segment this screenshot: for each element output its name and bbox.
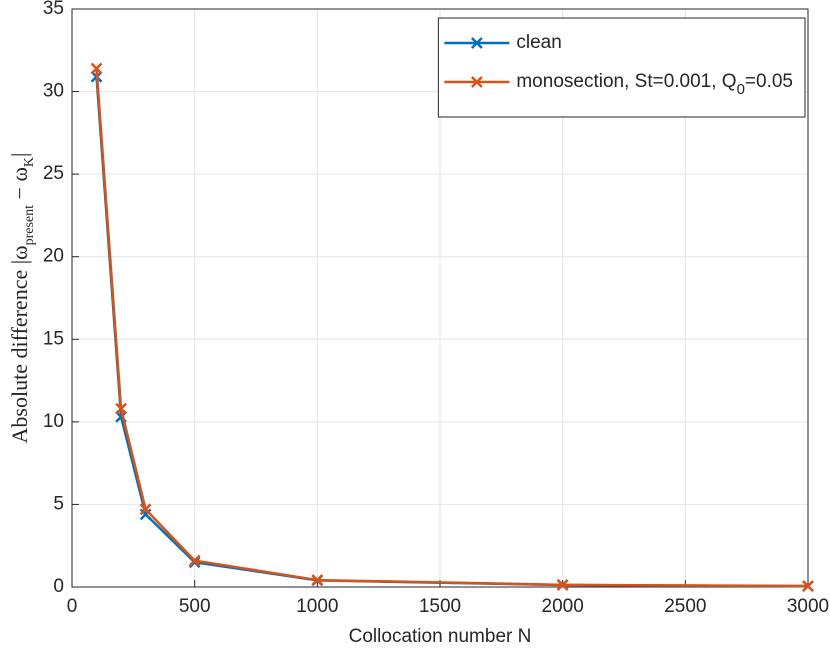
text-part: =0.05 <box>745 71 793 92</box>
x-tick-label: 3000 <box>787 596 829 617</box>
y-tick-label: 35 <box>43 0 64 19</box>
data-point <box>188 554 201 567</box>
x-axis-label: Collocation number N <box>349 626 532 647</box>
legend-marker <box>470 76 483 88</box>
y-tick-label: 0 <box>53 576 64 597</box>
text-part: − ω <box>7 167 32 205</box>
y-tick-label: 5 <box>53 493 64 514</box>
data-point <box>311 574 324 586</box>
data-point <box>115 402 127 415</box>
data-point <box>139 503 152 516</box>
x-tick-label: 500 <box>179 596 211 617</box>
y-tick-label: 15 <box>43 328 64 349</box>
plot-frame <box>71 8 809 588</box>
legend-label: monosection, St=0.001, Q0=0.05 <box>516 71 793 98</box>
y-tick-label: 20 <box>43 246 64 267</box>
legend-label: clean <box>516 32 561 53</box>
x-tick-label: 2500 <box>664 596 706 617</box>
y-axis-label: Absolute difference |ωpresent − ωK| <box>7 153 37 444</box>
y-tick-label: 30 <box>43 81 64 102</box>
data-point <box>802 580 814 592</box>
subscript: present <box>22 205 37 246</box>
subscript: K <box>22 157 37 167</box>
y-tick-label: 10 <box>43 411 64 432</box>
x-tick-label: 2000 <box>542 596 584 617</box>
y-tick-label: 25 <box>43 163 64 184</box>
text-part: monosection, St=0.001, Q <box>516 71 736 92</box>
legend-marker <box>470 37 483 49</box>
legend-box <box>437 17 806 118</box>
x-tick-label: 1000 <box>296 596 338 617</box>
text-part: | <box>7 153 32 157</box>
x-tick-label: 0 <box>67 596 78 617</box>
data-point <box>90 62 103 75</box>
data-point <box>556 578 569 591</box>
text-part: Absolute difference |ω <box>7 245 32 443</box>
subscript: 0 <box>737 81 745 98</box>
x-tick-label: 1500 <box>419 596 461 617</box>
legend: clean monosection, St=0.001, Q0=0.05 <box>437 17 806 118</box>
